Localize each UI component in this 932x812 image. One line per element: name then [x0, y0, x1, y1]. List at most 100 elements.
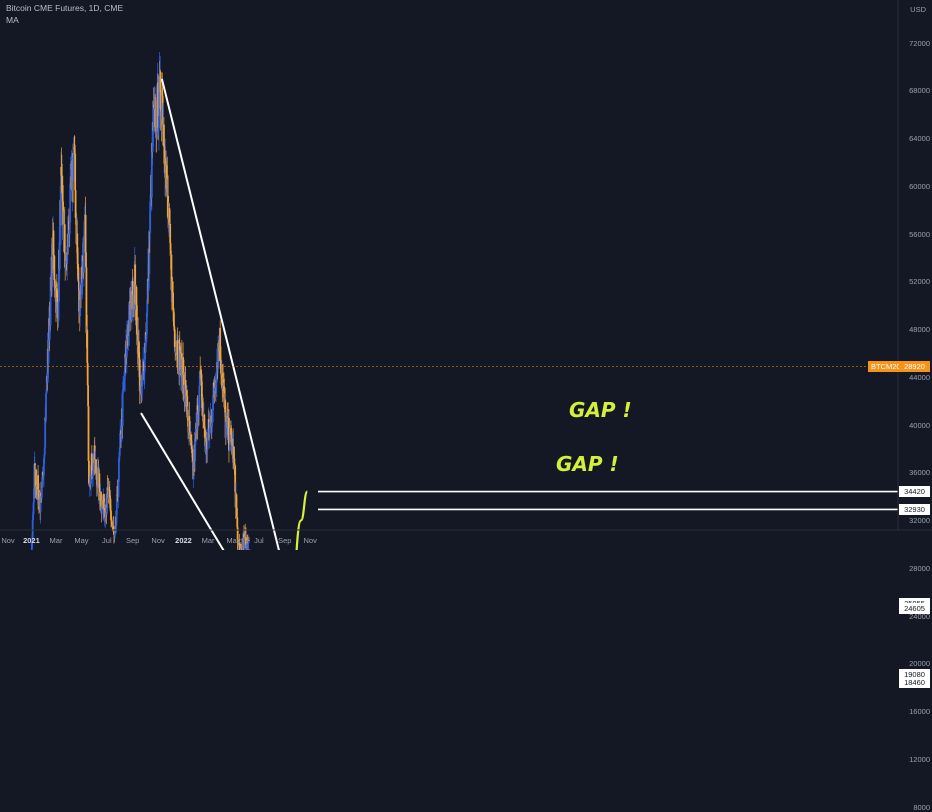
candle-body	[95, 473, 98, 475]
candle-body	[118, 458, 120, 482]
candle-body	[184, 380, 187, 385]
candle-body	[68, 222, 71, 234]
price-tick-label: 8000	[913, 802, 930, 812]
price-tick-label: 20000	[909, 659, 930, 669]
price-tick-label: 64000	[909, 134, 930, 143]
candle-body	[138, 357, 141, 360]
candle-body	[150, 143, 153, 198]
candle-body	[155, 131, 158, 133]
indicator-label[interactable]: MA	[6, 15, 19, 25]
candle-body	[60, 175, 63, 177]
candle-body	[230, 435, 233, 443]
candle-body	[118, 455, 121, 459]
candle-body	[228, 418, 230, 451]
symbol-header: Bitcoin CME Futures, 1D, CME	[6, 3, 124, 13]
candle-body	[103, 508, 106, 511]
candle-body	[161, 95, 164, 128]
candle-body	[113, 534, 116, 536]
candle-body	[115, 494, 118, 515]
candle-body	[211, 410, 214, 422]
candle-body	[203, 427, 206, 438]
candle-body	[144, 332, 147, 353]
candle-body	[148, 232, 151, 275]
candle-body	[151, 122, 154, 152]
candle-body	[228, 444, 231, 450]
candle-body	[140, 386, 143, 394]
price-chart[interactable]	[0, 0, 932, 550]
candle-body	[238, 545, 241, 549]
candle-body	[234, 465, 237, 492]
candle-body	[215, 382, 218, 384]
candle-body	[63, 224, 66, 254]
gap-annotation-lower: GAP !	[556, 452, 619, 476]
candle-body	[138, 359, 141, 391]
candle-body	[163, 124, 165, 147]
candle-body	[141, 369, 144, 374]
candle-body	[236, 527, 239, 540]
candle-body	[203, 414, 206, 428]
candle-body	[197, 410, 200, 415]
candle-body	[172, 292, 174, 310]
candle-body	[207, 434, 209, 436]
candle-body	[106, 487, 109, 508]
candle-body	[42, 475, 45, 477]
candle-body	[83, 228, 86, 236]
price-tick-label: 68000	[909, 86, 930, 96]
time-tick-label: May	[226, 536, 241, 545]
candle-body	[53, 255, 56, 281]
candle-body	[125, 334, 128, 358]
candle-body	[190, 445, 193, 452]
candle-body	[215, 362, 218, 383]
candle-body	[33, 488, 35, 503]
candle-body	[47, 348, 50, 364]
candle-body	[96, 484, 99, 488]
time-tick-label: Sep	[125, 536, 140, 545]
candle-body	[109, 504, 112, 511]
candle-body	[121, 391, 124, 426]
candle-body	[149, 201, 152, 233]
candle-body	[53, 280, 56, 288]
candle-body	[44, 417, 47, 448]
candle-body	[120, 433, 123, 443]
current-symbol-tag: BTCM2022	[868, 361, 912, 372]
candle-body	[246, 541, 249, 544]
candle-body	[198, 385, 201, 412]
candle-body	[109, 497, 112, 505]
candle-body	[105, 507, 108, 513]
price-tick-label: 56000	[909, 229, 930, 239]
candle-body	[77, 264, 79, 280]
time-tick-label: Mar	[49, 536, 63, 545]
candle-body	[220, 360, 222, 374]
candle-body	[157, 82, 159, 131]
candle-body	[198, 371, 201, 386]
candle-body	[40, 487, 43, 498]
candle-body	[215, 382, 217, 389]
candle-body	[58, 249, 60, 302]
candle-body	[122, 388, 125, 390]
time-tick-label: Nov	[303, 536, 317, 545]
candle-body	[113, 530, 115, 535]
candle-body	[85, 252, 87, 268]
candle-body	[197, 414, 199, 427]
candle-body	[200, 374, 203, 382]
candle-body	[135, 286, 138, 306]
candle-body	[188, 416, 191, 422]
trendline	[140, 412, 225, 550]
candle-body	[163, 146, 166, 164]
candle-body	[64, 267, 67, 268]
candle-body	[165, 165, 168, 178]
level-price-label: 24605	[899, 603, 930, 615]
candle-body	[81, 279, 84, 282]
candle-body	[31, 520, 34, 542]
price-tick-label: 60000	[909, 181, 930, 191]
candle-body	[191, 449, 194, 463]
price-tick-label: 12000	[909, 754, 930, 764]
candle-body	[91, 473, 94, 477]
candle-body	[178, 341, 181, 343]
candle-body	[74, 190, 77, 218]
candle-body	[58, 226, 61, 269]
candle-body	[201, 400, 204, 410]
candle-body	[49, 277, 52, 326]
candle-body	[200, 381, 203, 409]
candle-body	[93, 463, 95, 471]
